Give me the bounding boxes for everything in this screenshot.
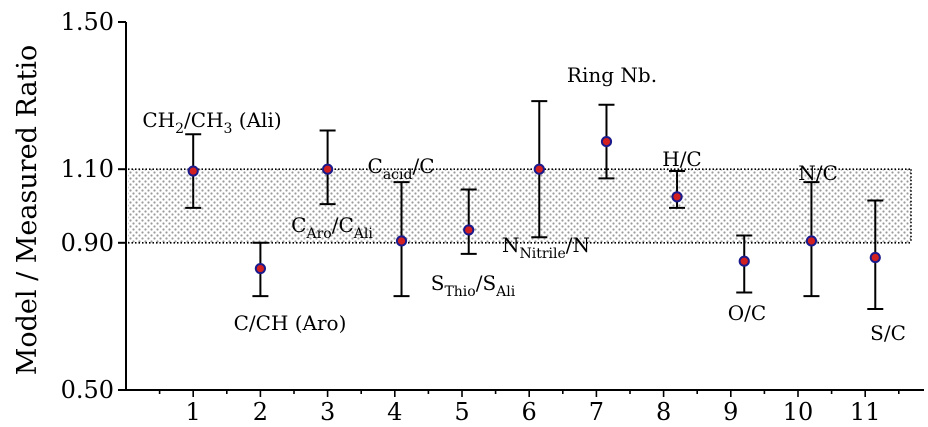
x-tick-label: 2 <box>253 398 268 426</box>
point-label: SThio/SAli <box>431 271 516 300</box>
point-label: CAro/CAli <box>291 213 373 242</box>
x-tick-label: 9 <box>723 398 738 426</box>
point-label: Ring Nb. <box>567 63 657 87</box>
data-point <box>869 251 881 264</box>
x-tick-label: 5 <box>454 398 469 426</box>
data-point <box>187 165 199 177</box>
point-label: N/C <box>798 161 838 185</box>
point-label: CH2/CH3 (Ali) <box>142 108 281 137</box>
y-tick-label: 0.90 <box>61 229 114 257</box>
data-point <box>600 136 613 148</box>
x-tick-label: 6 <box>522 398 537 426</box>
data-point <box>671 191 683 203</box>
x-tick-label: 7 <box>589 398 604 426</box>
x-tick-label: 8 <box>656 398 671 426</box>
data-point <box>395 235 408 247</box>
point-label: H/C <box>662 147 701 171</box>
data-point <box>254 262 266 275</box>
data-point <box>463 224 475 236</box>
axes-layer: 0.50 0.90 1.10 1.50 1 2 3 4 5 6 7 8 9 10 11 <box>61 8 924 426</box>
y-tick-label: 0.50 <box>61 376 114 404</box>
reference-band <box>128 169 911 243</box>
band-layer <box>128 168 912 244</box>
data-point <box>805 235 818 247</box>
y-axis-title: Model / Measured Ratio <box>12 45 43 376</box>
data-point <box>738 255 750 267</box>
x-tick-label: 11 <box>850 398 881 426</box>
point-label: O/C <box>728 301 766 325</box>
point-label: Cacid/C <box>368 154 435 183</box>
point-label: S/C <box>870 321 906 345</box>
point-label: C/CH (Aro) <box>234 311 347 335</box>
x-tick-label: 10 <box>783 398 814 426</box>
annotation-layer: CH2/CH3 (Ali) C/CH (Aro) CAro/CAli Cacid/C S… <box>142 63 906 345</box>
x-tick-label: 1 <box>186 398 201 426</box>
x-tick-label: 4 <box>387 398 402 426</box>
point-label: NNitrile/N <box>502 233 590 262</box>
marker-layer <box>187 136 881 275</box>
x-tick-label: 3 <box>320 398 335 426</box>
y-tick-label: 1.50 <box>61 8 114 36</box>
data-point <box>322 163 334 175</box>
y-tick-label: 1.10 <box>61 155 114 183</box>
data-point <box>533 163 545 175</box>
